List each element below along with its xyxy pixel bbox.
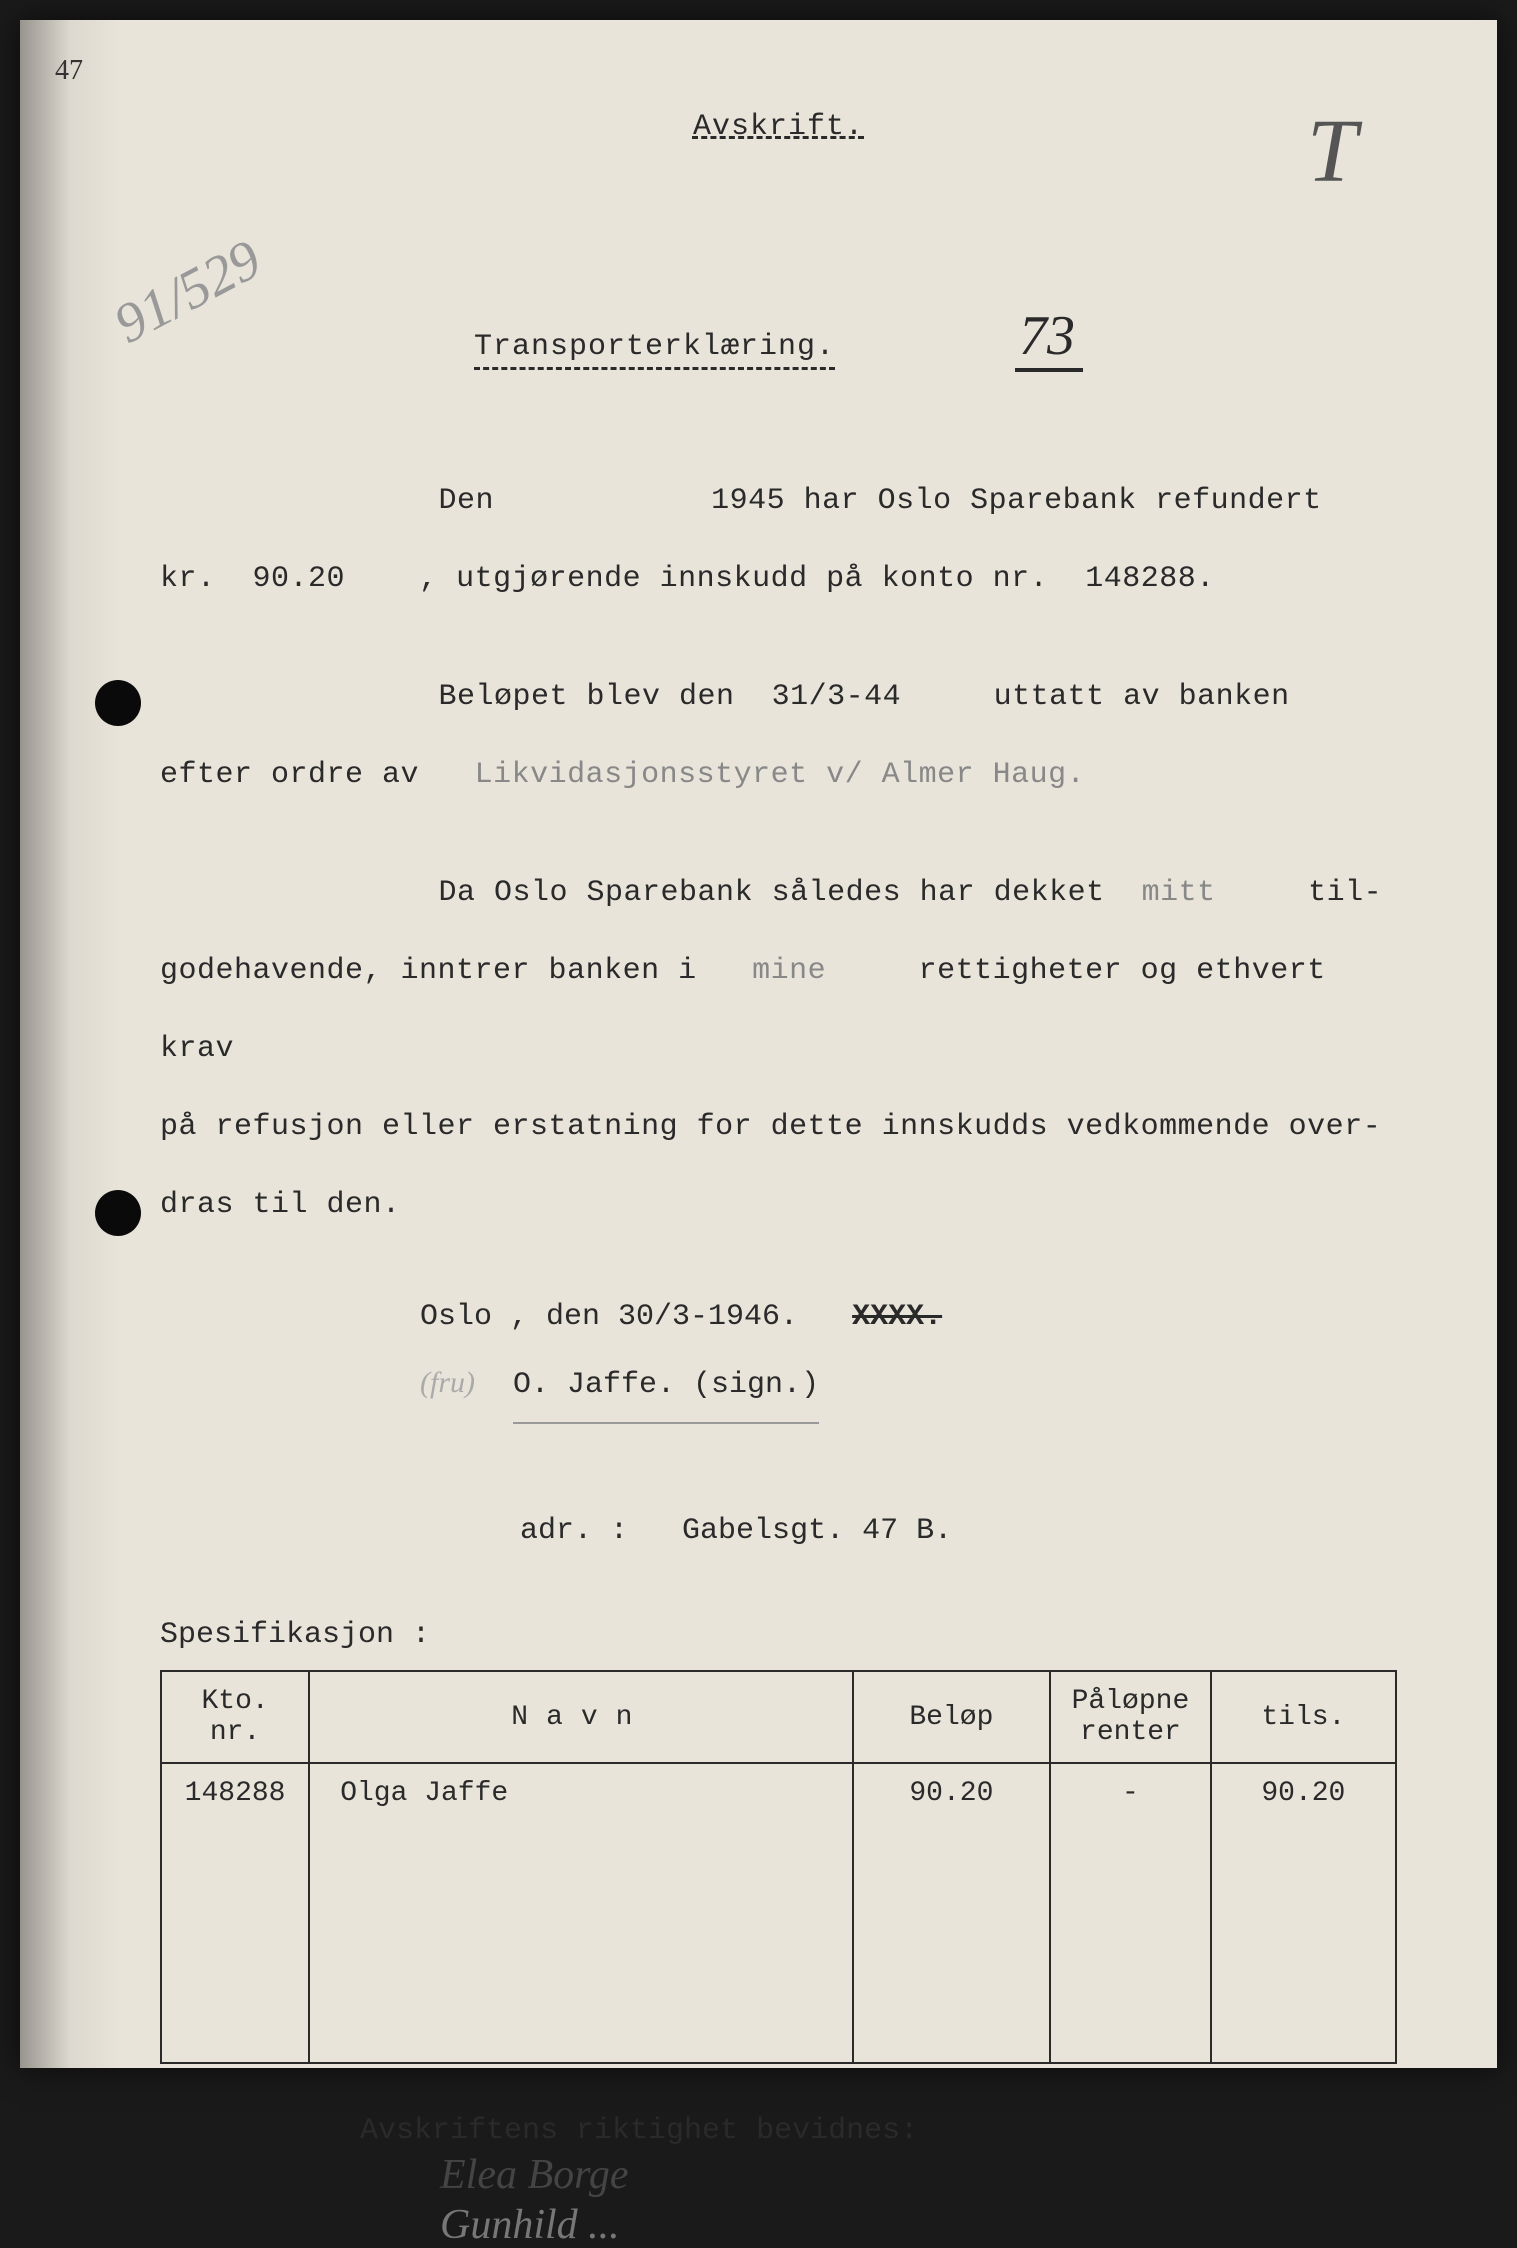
spec-label: Spesifikasjon : (160, 1618, 1397, 1652)
signature-annotation: (fru) (420, 1366, 475, 1399)
text: dras til den. (160, 1188, 401, 1222)
subtitle-row: Transporterklæring. 73 (160, 304, 1397, 372)
text: efter ordre av (160, 758, 419, 792)
text: til- (1308, 876, 1382, 910)
page-number: 73 (1015, 304, 1083, 372)
address-line: adr. : Gabelsgt. 47 B. (520, 1514, 1397, 1548)
text: Da Oslo Sparebank således har dekket (439, 876, 1105, 910)
margin-note: 47 (55, 55, 83, 87)
signature-date-line: Oslo , den 30/3-1946. XXXX. (420, 1284, 1397, 1350)
attestation-signature-1: Elea Borge (440, 2152, 1397, 2198)
cell-tils: 90.20 (1211, 1763, 1396, 2063)
text: Den (439, 484, 495, 518)
spec-table: Kto. nr. Navn Beløp Påløpne renter tils.… (160, 1670, 1397, 2064)
text: godehavende, inntrer banken i (160, 954, 697, 988)
text: mitt (1142, 876, 1216, 910)
table-row: 148288 Olga Jaffe 90.20 - 90.20 (161, 1763, 1396, 2063)
col-belop: Beløp (853, 1671, 1051, 1763)
page-title: Avskrift. (160, 110, 1397, 144)
cell-renter: - (1050, 1763, 1211, 2063)
text: Beløpet blev den (439, 680, 735, 714)
col-renter: Påløpne renter (1050, 1671, 1211, 1763)
place-date: Oslo , den 30/3-1946. (420, 1300, 798, 1334)
punch-hole-icon (95, 1190, 141, 1236)
text: kr. (160, 562, 216, 596)
amount: 90.20 (253, 562, 346, 596)
paragraph-1: Den 1945 har Oslo Sparebank refundert kr… (160, 462, 1397, 618)
signature-name-line: (fru) O. Jaffe. (sign.) (420, 1350, 1397, 1424)
cell-navn: Olga Jaffe (309, 1763, 852, 2063)
paragraph-3: Da Oslo Sparebank således har dekket mit… (160, 854, 1397, 1244)
text: 1945 har Oslo Sparebank refundert (711, 484, 1322, 518)
text: mine (752, 954, 826, 988)
strike-text: XXXX. (852, 1300, 942, 1334)
signer-name: O. Jaffe. (sign.) (513, 1352, 819, 1424)
cell-kto: 148288 (161, 1763, 309, 2063)
document-subtitle: Transporterklæring. (474, 330, 835, 370)
text: uttatt av banken (994, 680, 1290, 714)
order-by: Likvidasjonsstyret v/ Almer Haug. (475, 758, 1086, 792)
body-text: Den 1945 har Oslo Sparebank refundert kr… (160, 462, 1397, 1244)
document-page: 47 91/529 T Avskrift. Transporterklæring… (20, 20, 1497, 2068)
col-navn: Navn (309, 1671, 852, 1763)
cell-belop: 90.20 (853, 1763, 1051, 2063)
text: , utgjørende innskudd på konto nr. (419, 562, 1048, 596)
table-header-row: Kto. nr. Navn Beløp Påløpne renter tils. (161, 1671, 1396, 1763)
punch-hole-icon (95, 680, 141, 726)
date: 31/3-44 (772, 680, 902, 714)
classification-mark: T (1307, 100, 1357, 203)
account-number: 148288. (1085, 562, 1215, 596)
address-value: Gabelsgt. 47 B. (682, 1514, 952, 1548)
text: på refusjon eller erstatning for dette i… (160, 1110, 1381, 1144)
col-tils: tils. (1211, 1671, 1396, 1763)
paragraph-2: Beløpet blev den 31/3-44 uttatt av banke… (160, 658, 1397, 814)
attestation-signature-2: Gunhild ... (440, 2202, 1397, 2248)
attestation-label: Avskriftens riktighet bevidnes: (360, 2114, 1397, 2148)
address-label: adr. : (520, 1514, 628, 1548)
signature-block: Oslo , den 30/3-1946. XXXX. (fru) O. Jaf… (420, 1284, 1397, 1424)
col-kto: Kto. nr. (161, 1671, 309, 1763)
